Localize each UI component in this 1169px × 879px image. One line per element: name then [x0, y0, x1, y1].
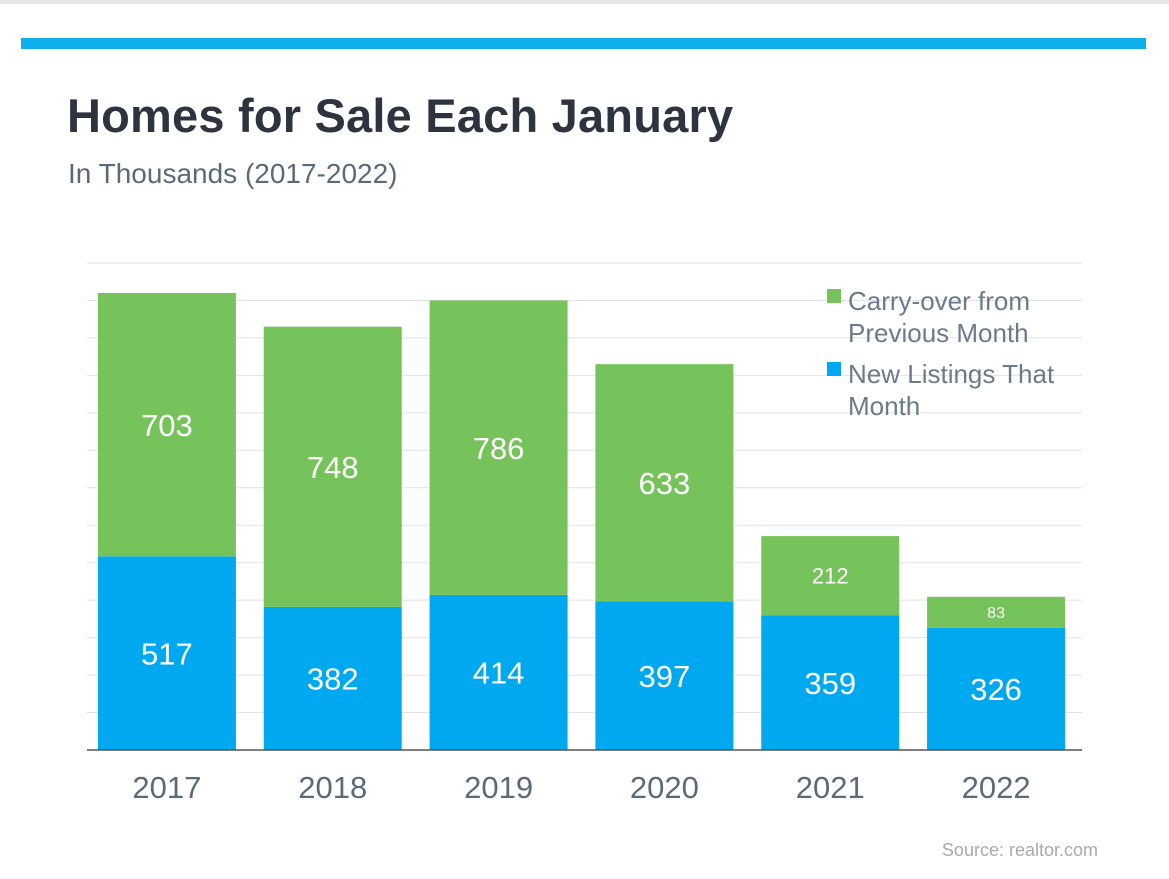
- data-label: 83: [987, 605, 1005, 622]
- bar-segment: [595, 364, 734, 602]
- x-tick-label: 2017: [132, 770, 201, 805]
- accent-bar: [21, 38, 1146, 49]
- legend-label: Month: [848, 391, 920, 421]
- data-label: 517: [141, 636, 193, 671]
- x-tick-label: 2020: [630, 770, 699, 805]
- bar-segment: [97, 556, 236, 750]
- bar-segment: [263, 606, 402, 750]
- legend-swatch: [827, 362, 841, 376]
- x-tick-label: 2019: [464, 770, 533, 805]
- bar-segment: [595, 601, 734, 750]
- bar-segment: [761, 615, 900, 750]
- chart-subtitle: In Thousands (2017-2022): [68, 158, 398, 189]
- top-border: [0, 0, 1169, 4]
- legend-label: New Listings That: [848, 359, 1055, 389]
- data-label: 633: [639, 466, 691, 501]
- data-label: 212: [812, 564, 849, 589]
- bar-segment: [97, 292, 236, 557]
- x-tick-label: 2022: [962, 770, 1031, 805]
- source-note: Source: realtor.com: [941, 840, 1098, 860]
- legend-swatch: [827, 289, 841, 303]
- data-label: 786: [473, 431, 525, 466]
- bar-segment: [429, 594, 568, 750]
- data-label: 748: [307, 450, 359, 485]
- bar-segment: [429, 300, 568, 595]
- data-label: 359: [804, 666, 856, 701]
- bar-segment: [927, 596, 1066, 628]
- bar-segment: [927, 627, 1066, 750]
- data-label: 397: [639, 659, 691, 694]
- x-tick-label: 2018: [298, 770, 367, 805]
- legend-label: Previous Month: [848, 318, 1029, 348]
- data-label: 326: [970, 672, 1022, 707]
- legend-label: Carry-over from: [848, 286, 1030, 316]
- bar-segment: [761, 536, 900, 616]
- data-label: 414: [473, 656, 525, 691]
- bar-segment: [263, 326, 402, 607]
- data-label: 382: [307, 662, 359, 697]
- x-tick-label: 2021: [796, 770, 865, 805]
- data-label: 703: [141, 408, 193, 443]
- chart-title: Homes for Sale Each January: [67, 89, 734, 142]
